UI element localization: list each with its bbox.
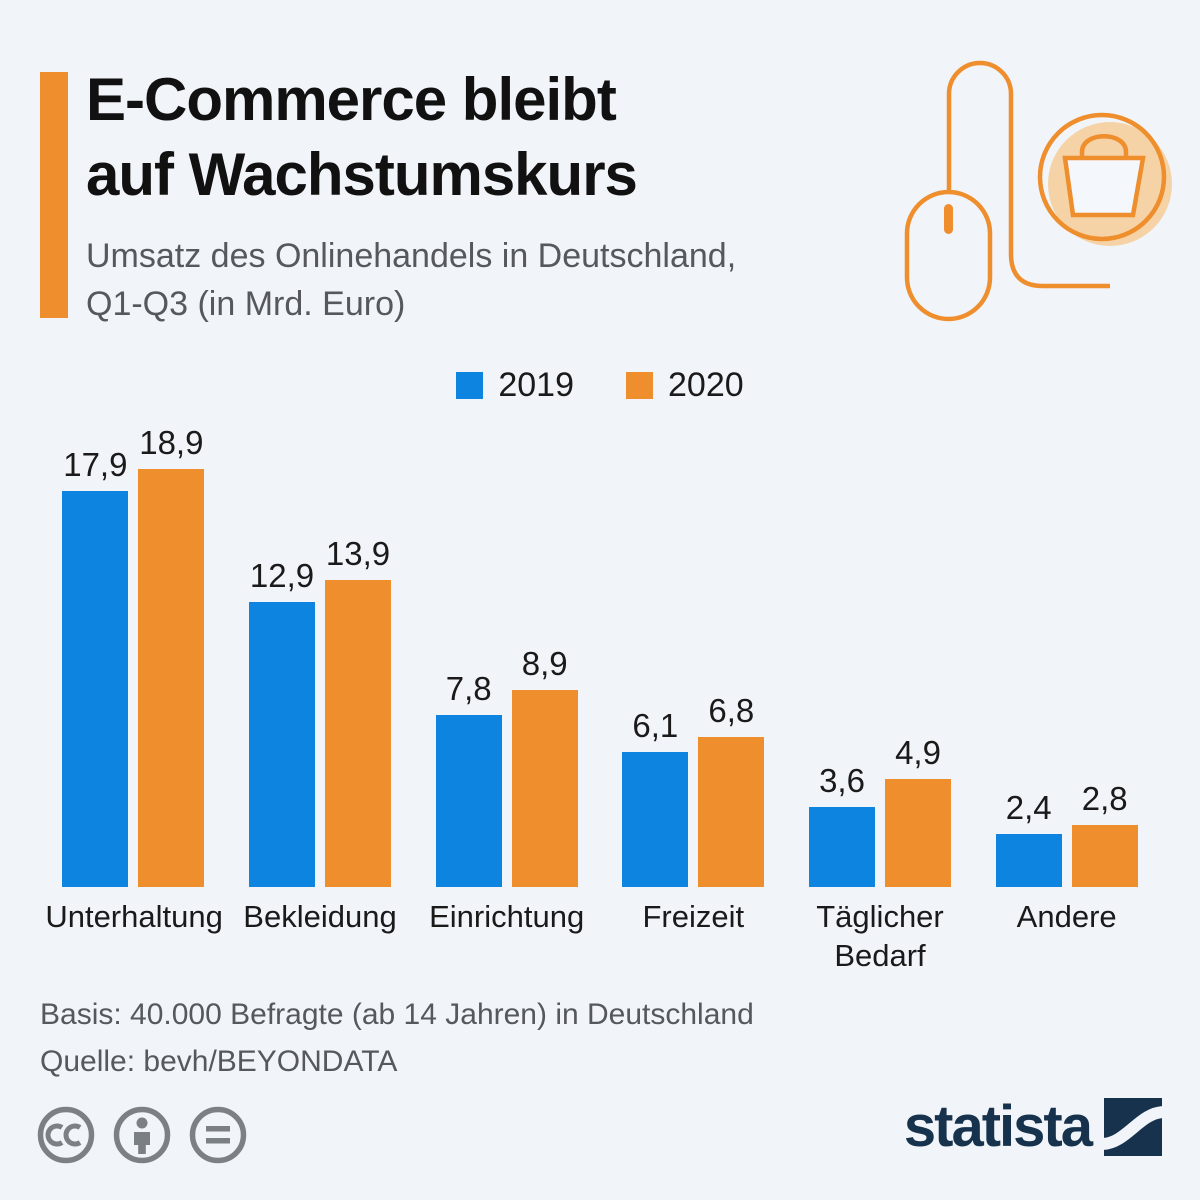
statista-logo: statista bbox=[904, 1098, 1162, 1156]
mouse-cable bbox=[946, 60, 1110, 289]
chart-legend: 2019 2020 bbox=[0, 366, 1200, 405]
mouse-scroll-wheel bbox=[944, 204, 953, 234]
value-label-2019-Einrichtung: 7,8 bbox=[445, 670, 492, 707]
bar-2020-Freizeit bbox=[698, 737, 765, 887]
title-accent-bar bbox=[40, 72, 68, 318]
category-label-Freizeit: Freizeit bbox=[642, 899, 745, 934]
bar-2020-Bekleidung bbox=[325, 580, 391, 887]
legend-swatch-2019 bbox=[456, 372, 484, 399]
page-title: E-Commerce bleibt auf Wachstumskurs bbox=[86, 66, 638, 208]
value-label-2020-Freizeit: 6,8 bbox=[708, 692, 755, 729]
category-label-Täglicher Bedarf: Täglicher Bedarf bbox=[816, 899, 944, 973]
value-label-2019-Unterhaltung: 17,9 bbox=[63, 446, 128, 483]
license-icons bbox=[37, 1106, 247, 1164]
footer-notes: Basis: 40.000 Befragte (ab 14 Jahren) in… bbox=[40, 993, 754, 1083]
category-label-Unterhaltung: Unterhaltung bbox=[45, 899, 223, 934]
legend-item-2020: 2020 bbox=[626, 366, 744, 405]
bag-handle bbox=[1079, 134, 1129, 170]
legend-label-2020: 2020 bbox=[668, 366, 744, 404]
attribution-icon bbox=[113, 1106, 171, 1164]
statista-wordmark: statista bbox=[903, 1094, 1093, 1159]
bar-chart: 17,9 18,9 Unterhaltung 12,9 13,9 Bekleidung 7,… bbox=[40, 424, 1160, 975]
bag-body bbox=[1062, 155, 1146, 218]
bar-2019-Unterhaltung bbox=[62, 491, 129, 887]
bar-2020-Unterhaltung bbox=[138, 469, 205, 887]
bar-2020-Einrichtung bbox=[511, 690, 578, 887]
statista-logo-mark bbox=[1104, 1098, 1162, 1156]
legend-item-2019: 2019 bbox=[456, 366, 574, 405]
bar-2019-Freizeit bbox=[622, 752, 689, 887]
value-label-2019-Andere: 2,4 bbox=[1005, 789, 1052, 826]
bar-2020-Täglicher Bedarf bbox=[885, 779, 951, 887]
category-label-Andere: Andere bbox=[1016, 899, 1117, 934]
value-label-2020-Andere: 2,8 bbox=[1081, 780, 1128, 817]
legend-label-2019: 2019 bbox=[498, 366, 574, 404]
value-label-2019-Freizeit: 6,1 bbox=[632, 707, 679, 744]
value-label-2020-Bekleidung: 13,9 bbox=[325, 535, 391, 572]
bar-2019-Andere bbox=[995, 834, 1062, 887]
no-derivatives-icon bbox=[189, 1106, 247, 1164]
value-label-2019-Täglicher Bedarf: 3,6 bbox=[819, 762, 865, 799]
legend-swatch-2020 bbox=[626, 372, 653, 399]
cc-icon bbox=[37, 1106, 95, 1164]
bag-badge-outline bbox=[1037, 112, 1167, 242]
bar-2020-Andere bbox=[1071, 825, 1138, 887]
mouse-body bbox=[904, 189, 993, 322]
page-subtitle: Umsatz des Onlinehandels in Deutschland,… bbox=[86, 237, 737, 324]
category-label-Einrichtung: Einrichtung bbox=[429, 899, 585, 934]
basis-note: Basis: 40.000 Befragte (ab 14 Jahren) in… bbox=[40, 998, 754, 1031]
value-label-2020-Täglicher Bedarf: 4,9 bbox=[895, 734, 941, 771]
source-note: Quelle: bevh/BEYONDATA bbox=[40, 1044, 398, 1078]
bar-2019-Einrichtung bbox=[435, 715, 502, 887]
bar-2019-Bekleidung bbox=[249, 602, 315, 887]
value-label-2020-Unterhaltung: 18,9 bbox=[139, 424, 204, 461]
value-label-2020-Einrichtung: 8,9 bbox=[521, 645, 568, 682]
mouse-shopping-bag-icon bbox=[904, 60, 1172, 322]
value-label-2019-Bekleidung: 12,9 bbox=[249, 557, 315, 594]
bar-2019-Täglicher Bedarf bbox=[809, 807, 875, 887]
category-label-Bekleidung: Bekleidung bbox=[243, 899, 397, 934]
